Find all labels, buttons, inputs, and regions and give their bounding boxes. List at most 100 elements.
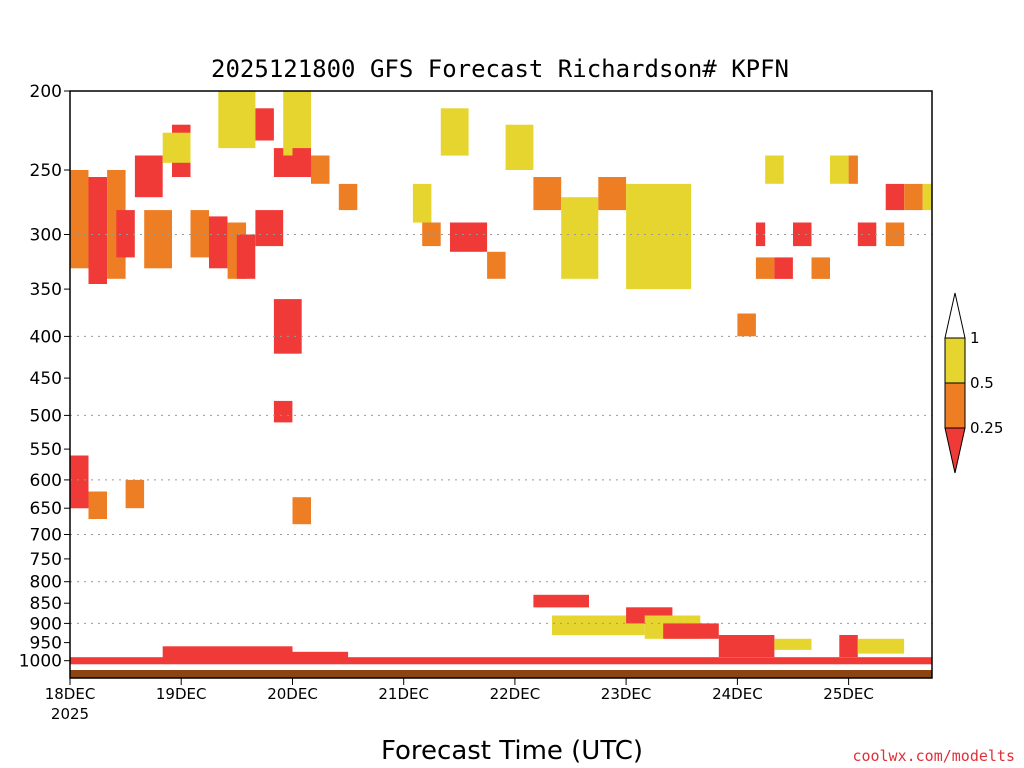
- ri-cell-orange: [190, 210, 209, 258]
- ri-cell-red: [255, 108, 274, 141]
- ri-cell-red: [292, 148, 311, 177]
- ri-cell-orange: [292, 497, 311, 525]
- x-tick-label: 21DEC: [378, 685, 429, 703]
- ri-cell-orange: [422, 222, 441, 247]
- y-tick-label: 750: [30, 550, 62, 570]
- y-tick-label: 600: [30, 471, 62, 491]
- ri-cell-orange: [125, 479, 145, 509]
- ri-cell-yellow: [440, 108, 469, 156]
- x-tick-label: 22DEC: [490, 685, 541, 703]
- y-tick-label: 200: [30, 82, 62, 102]
- ri-cell-red: [718, 635, 775, 658]
- ri-cell-orange: [885, 222, 905, 247]
- legend-bin-yellow: [944, 337, 966, 384]
- ri-cell-red: [70, 657, 932, 665]
- ri-cell-red: [116, 210, 135, 258]
- ri-cell-orange: [904, 183, 923, 211]
- ri-cell-yellow: [552, 615, 645, 636]
- ri-cell-yellow: [626, 183, 691, 290]
- plot-area: [69, 90, 933, 679]
- ri-cell-orange: [338, 183, 358, 211]
- ri-cell-red: [236, 234, 256, 279]
- ri-cell-red: [273, 400, 293, 423]
- y-tick-label: 800: [30, 573, 62, 593]
- ri-cell-red: [755, 222, 766, 247]
- ri-cell-yellow: [922, 183, 932, 211]
- ri-cell-red: [839, 635, 858, 658]
- ri-cell-red: [134, 155, 163, 198]
- legend-top-arrow: [944, 292, 966, 339]
- ri-cell-orange: [144, 210, 172, 269]
- y-tick-label: 400: [30, 327, 62, 347]
- ri-cell-orange: [311, 155, 330, 184]
- ri-cell-yellow: [505, 124, 534, 170]
- ri-cell-yellow: [830, 155, 849, 184]
- ri-cell-orange: [811, 257, 830, 279]
- y-tick-label: 450: [30, 369, 62, 389]
- ri-cell-red: [255, 210, 284, 247]
- ri-cell-red: [774, 257, 793, 279]
- ri-cell-yellow: [412, 183, 432, 223]
- y-tick-label: 700: [30, 526, 62, 546]
- y-tick-label: 850: [30, 594, 62, 614]
- x-tick-label: 25DEC: [823, 685, 874, 703]
- ground-bar: [70, 670, 932, 678]
- ri-cell-red: [292, 651, 349, 659]
- ri-cell-red: [209, 216, 228, 269]
- ri-cell-orange: [755, 257, 775, 279]
- legend-bin-orange: [944, 382, 966, 429]
- ri-cell-orange: [598, 177, 627, 211]
- colorbar-legend: 1 0.5 0.25: [944, 292, 1003, 474]
- ri-cell-red: [450, 222, 488, 252]
- y-tick-label: 300: [30, 226, 62, 246]
- ri-cell-red: [533, 594, 589, 608]
- ri-cell-yellow: [162, 132, 191, 163]
- ri-cell-orange: [533, 177, 562, 211]
- data-cells: [70, 91, 932, 665]
- chart-title: 2025121800 GFS Forecast Richardson# KPFN: [211, 55, 789, 83]
- ri-cell-red: [793, 222, 812, 247]
- ri-cell-orange: [70, 170, 89, 269]
- x-tick-label: 20DEC: [267, 685, 318, 703]
- ri-cell-red: [70, 455, 89, 509]
- plot-background: [70, 91, 932, 678]
- x-tick-label: 23DEC: [601, 685, 652, 703]
- y-tick-label: 950: [30, 634, 62, 654]
- legend-label-1: 1: [970, 329, 980, 347]
- y-tick-label: 1000: [19, 652, 62, 672]
- x-axis: 18DEC 19DEC 20DEC 21DEC 22DEC 23DEC 24DEC 25DEC: [45, 678, 874, 703]
- y-tick-label: 650: [30, 499, 62, 519]
- ri-cell-red: [162, 646, 293, 659]
- legend-label-0.5: 0.5: [970, 374, 994, 392]
- ri-cell-yellow: [774, 638, 812, 650]
- ri-cell-red: [885, 183, 905, 211]
- plot-frame: [69, 90, 933, 679]
- ri-cell-yellow: [283, 91, 311, 156]
- ri-cell-yellow: [765, 155, 784, 184]
- ri-cell-red: [663, 623, 719, 639]
- ri-cell-orange: [487, 251, 506, 279]
- ri-cell-yellow: [218, 91, 256, 149]
- ri-cell-red: [88, 177, 107, 284]
- legend-bottom-arrow: [944, 427, 966, 474]
- x-axis-year: 2025: [51, 705, 89, 723]
- x-tick-label: 19DEC: [156, 685, 207, 703]
- y-tick-label: 250: [30, 161, 62, 181]
- ri-cell-red: [273, 299, 302, 354]
- credit-text: coolwx.com/modelts: [852, 747, 1015, 765]
- ri-cell-orange: [848, 155, 858, 184]
- ri-cell-red: [857, 222, 877, 247]
- y-axis: 200 250 300 350 400 450 500 550 600 650 700 750 8008…: [19, 82, 70, 672]
- y-tick-label: 500: [30, 406, 62, 426]
- ri-cell-yellow: [857, 638, 905, 654]
- x-axis-label: Forecast Time (UTC): [381, 736, 643, 766]
- ri-cell-yellow: [561, 197, 599, 279]
- x-tick-label: 18DEC: [45, 685, 96, 703]
- y-tick-label: 900: [30, 614, 62, 634]
- legend-label-0.25: 0.25: [970, 419, 1003, 437]
- ri-cell-orange: [737, 313, 756, 337]
- ri-cell-orange: [88, 491, 107, 519]
- x-tick-label: 24DEC: [712, 685, 763, 703]
- y-tick-label: 350: [30, 280, 62, 300]
